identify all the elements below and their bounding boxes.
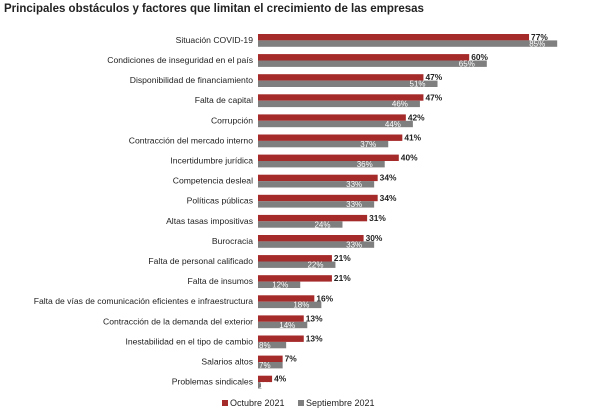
bar-septiembre-2021 bbox=[258, 302, 321, 308]
value-label-septiembre-2021: 33% bbox=[346, 200, 362, 209]
value-label-septiembre-2021: 36% bbox=[357, 160, 373, 169]
category-label: Falta de insumos bbox=[188, 276, 253, 286]
legend: Octubre 2021 Septiembre 2021 bbox=[222, 398, 375, 408]
value-label-octubre-2021: 7% bbox=[285, 354, 298, 364]
bars-layer: Situación COVID-19 77%85%Condiciones de i… bbox=[34, 32, 557, 390]
value-label-octubre-2021: 21% bbox=[334, 253, 351, 263]
category-label: Inestabilidad en el tipo de cambio bbox=[125, 336, 253, 346]
value-label-septiembre-2021: 7% bbox=[259, 361, 271, 370]
value-label-septiembre-2021: 22% bbox=[307, 261, 323, 270]
category-label: Falta de vías de comunicación eficientes… bbox=[34, 296, 253, 306]
category-label: Condiciones de inseguridad en el país bbox=[107, 55, 253, 65]
value-label-septiembre-2021: 65% bbox=[459, 60, 475, 69]
category-label: Incertidumbre jurídica bbox=[170, 156, 253, 166]
value-label-septiembre-2021: 33% bbox=[346, 240, 362, 249]
category-label: Contracción del mercado interno bbox=[129, 135, 253, 145]
bar-octubre-2021 bbox=[258, 275, 332, 281]
bar-septiembre-2021 bbox=[258, 40, 557, 46]
category-label: Salarios altos bbox=[201, 357, 253, 367]
bar-septiembre-2021 bbox=[258, 61, 487, 67]
bar-octubre-2021 bbox=[258, 135, 402, 141]
category-label: Corrupción bbox=[211, 115, 253, 125]
value-label-octubre-2021: 21% bbox=[334, 273, 351, 283]
value-label-septiembre-2021: 1% bbox=[259, 381, 271, 390]
category-label: Situación COVID-19 bbox=[176, 35, 254, 45]
bar-octubre-2021 bbox=[258, 114, 406, 120]
value-label-septiembre-2021: 33% bbox=[346, 180, 362, 189]
category-label: Contracción de la demanda del exterior bbox=[103, 316, 253, 326]
value-label-octubre-2021: 34% bbox=[380, 193, 397, 203]
value-label-septiembre-2021: 85% bbox=[529, 39, 545, 48]
legend-label-septiembre-2021: Septiembre 2021 bbox=[306, 398, 375, 408]
category-label: Problemas sindicales bbox=[172, 377, 253, 387]
category-label: Burocracia bbox=[212, 236, 253, 246]
legend-swatch-septiembre-2021 bbox=[298, 400, 304, 406]
bar-octubre-2021 bbox=[258, 74, 423, 80]
bar-septiembre-2021 bbox=[258, 262, 335, 268]
value-label-octubre-2021: 31% bbox=[369, 213, 386, 223]
bar-octubre-2021 bbox=[258, 34, 529, 40]
category-label: Disponibilidad de financiamiento bbox=[130, 75, 253, 85]
bar-octubre-2021 bbox=[258, 54, 469, 60]
value-label-septiembre-2021: 44% bbox=[385, 120, 401, 129]
value-label-septiembre-2021: 24% bbox=[314, 220, 330, 229]
category-label: Falta de capital bbox=[195, 95, 253, 105]
value-label-septiembre-2021: 12% bbox=[272, 281, 288, 290]
category-label: Competencia desleal bbox=[173, 176, 253, 186]
value-label-septiembre-2021: 51% bbox=[410, 80, 426, 89]
value-label-octubre-2021: 13% bbox=[306, 313, 323, 323]
category-label: Falta de personal calificado bbox=[148, 256, 253, 266]
value-label-octubre-2021: 41% bbox=[404, 133, 421, 143]
bar-octubre-2021 bbox=[258, 215, 367, 221]
value-label-octubre-2021: 40% bbox=[401, 153, 418, 163]
value-label-septiembre-2021: 14% bbox=[279, 321, 295, 330]
value-label-septiembre-2021: 8% bbox=[259, 341, 271, 350]
value-label-septiembre-2021: 46% bbox=[392, 100, 408, 109]
category-label: Políticas públicas bbox=[187, 196, 253, 206]
category-label: Altas tasas impositivas bbox=[166, 216, 253, 226]
value-label-septiembre-2021: 37% bbox=[360, 140, 376, 149]
value-label-septiembre-2021: 18% bbox=[293, 301, 309, 310]
value-label-octubre-2021: 13% bbox=[306, 334, 323, 344]
legend-swatch-octubre-2021 bbox=[222, 400, 228, 406]
value-label-octubre-2021: 47% bbox=[425, 92, 442, 102]
bar-octubre-2021 bbox=[258, 155, 399, 161]
legend-label-octubre-2021: Octubre 2021 bbox=[230, 398, 285, 408]
value-label-octubre-2021: 4% bbox=[274, 374, 287, 384]
value-label-octubre-2021: 34% bbox=[380, 173, 397, 183]
